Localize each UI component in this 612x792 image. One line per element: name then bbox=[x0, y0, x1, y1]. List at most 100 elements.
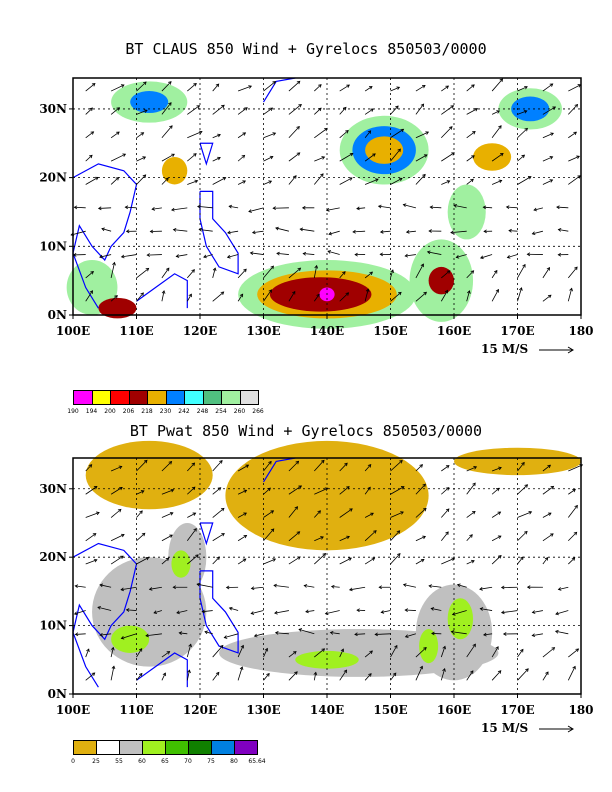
wind-arrow bbox=[441, 126, 453, 139]
wind-arrow bbox=[364, 464, 372, 472]
wind-arrow bbox=[212, 268, 216, 279]
wind-arrow-head bbox=[423, 154, 428, 158]
wind-arrow-head bbox=[191, 269, 195, 273]
wind-arrow-head bbox=[549, 83, 554, 87]
wind-arrow-head bbox=[140, 490, 145, 494]
wind-arrow bbox=[517, 462, 525, 472]
wind-arrow bbox=[288, 267, 301, 279]
wind-arrow bbox=[339, 536, 350, 542]
wind-arrow-head bbox=[116, 131, 120, 135]
wind-arrow bbox=[263, 673, 270, 681]
wind-arrow bbox=[331, 586, 340, 588]
wind-arrow bbox=[517, 86, 528, 92]
wind-arrow bbox=[491, 670, 502, 681]
wind-arrow-head bbox=[557, 228, 562, 232]
wind-arrow-head bbox=[250, 611, 255, 615]
wind-arrow bbox=[466, 560, 475, 565]
wind-arrow bbox=[212, 508, 225, 518]
cloud-cell bbox=[365, 136, 404, 164]
wind-arrow-head bbox=[145, 267, 150, 272]
wind-arrow-head bbox=[470, 270, 475, 274]
wind-arrow bbox=[161, 512, 174, 518]
wind-arrow bbox=[466, 270, 474, 279]
wind-arrow-head bbox=[324, 611, 329, 616]
wind-arrow-head bbox=[93, 486, 98, 490]
wind-arrow bbox=[491, 125, 502, 139]
wind-arrow bbox=[204, 631, 213, 635]
wind-arrow-head bbox=[356, 206, 360, 211]
wind-arrow bbox=[568, 531, 577, 542]
wind-arrow bbox=[288, 461, 299, 472]
wind-arrow-head bbox=[495, 288, 500, 293]
wind-arrow bbox=[339, 84, 350, 92]
wind-arrow bbox=[568, 175, 581, 185]
wind-arrow bbox=[237, 535, 247, 542]
wind-arrow bbox=[314, 156, 325, 162]
pwat-region bbox=[454, 447, 581, 476]
wind-arrow-head bbox=[390, 269, 394, 274]
colorbar-tick-label: 55 bbox=[115, 758, 123, 765]
wind-arrow bbox=[314, 84, 322, 92]
wind-arrow-head bbox=[519, 287, 523, 291]
colorbar-swatch bbox=[128, 390, 148, 405]
wind-arrow-head bbox=[320, 536, 324, 540]
wind-arrow-head bbox=[368, 86, 373, 90]
wind-arrow bbox=[339, 669, 347, 681]
wind-arrow-head bbox=[296, 80, 301, 85]
wind-arrow-head bbox=[527, 176, 532, 180]
wind-arrow-head bbox=[369, 650, 373, 654]
wind-arrow bbox=[85, 177, 99, 185]
wind-arrow-head bbox=[117, 508, 122, 513]
wind-arrow bbox=[145, 633, 162, 637]
wind-arrow-head bbox=[525, 668, 529, 672]
wind-arrow bbox=[339, 292, 349, 302]
wind-arrow bbox=[568, 557, 576, 565]
wind-arrow bbox=[136, 460, 148, 472]
wind-arrow-head bbox=[276, 251, 280, 256]
wind-arrow bbox=[227, 254, 239, 258]
wind-arrow-head bbox=[124, 205, 129, 210]
wind-arrow bbox=[187, 486, 196, 495]
wind-arrow-head bbox=[148, 587, 153, 591]
wind-arrow bbox=[441, 105, 454, 115]
wind-arrow-head bbox=[305, 609, 309, 614]
wind-arrow-head bbox=[301, 205, 306, 210]
wind-arrow bbox=[161, 557, 169, 565]
colorbar-swatch bbox=[119, 740, 143, 755]
wind-arrow-head bbox=[557, 252, 562, 257]
wind-arrow-head bbox=[193, 527, 197, 532]
colorbar-tick-label: 80 bbox=[230, 758, 238, 765]
wind-arrow-head bbox=[524, 530, 528, 535]
wind-arrow-head bbox=[379, 252, 384, 257]
wind-arrow-head bbox=[442, 645, 447, 650]
wind-arrow bbox=[237, 107, 248, 115]
wind-arrow-head bbox=[531, 231, 536, 236]
wind-arrow bbox=[542, 106, 556, 115]
wind-arrow-head bbox=[120, 635, 125, 640]
wind-arrow-head bbox=[471, 559, 475, 564]
colorbar-swatch bbox=[184, 390, 204, 405]
wind-arrow-head bbox=[317, 510, 321, 514]
wind-arrow bbox=[179, 632, 188, 635]
wind-arrow-head bbox=[479, 586, 483, 591]
wind-arrow bbox=[288, 104, 302, 115]
wind-arrow bbox=[153, 610, 163, 614]
wind-arrow-head bbox=[526, 585, 531, 590]
wind-arrow-head bbox=[143, 109, 148, 113]
wind-arrow bbox=[110, 84, 125, 92]
wind-arrow-head bbox=[550, 533, 554, 537]
wind-arrow bbox=[339, 177, 353, 185]
colorbar-tick-label: 65 bbox=[161, 758, 169, 765]
wind-arrow bbox=[441, 487, 450, 495]
lat-label: 0N bbox=[48, 687, 67, 701]
wind-arrow-head bbox=[320, 459, 325, 464]
wind-arrow bbox=[85, 107, 93, 115]
wind-arrow-head bbox=[533, 207, 538, 212]
wind-arrow bbox=[450, 230, 467, 234]
wind-arrow-head bbox=[429, 205, 434, 210]
wind-arrow-head bbox=[193, 153, 197, 157]
wind-arrow bbox=[339, 271, 346, 279]
wind-arrow-head bbox=[500, 153, 504, 157]
wind-arrow-head bbox=[343, 669, 348, 674]
wind-arrow bbox=[480, 608, 493, 611]
